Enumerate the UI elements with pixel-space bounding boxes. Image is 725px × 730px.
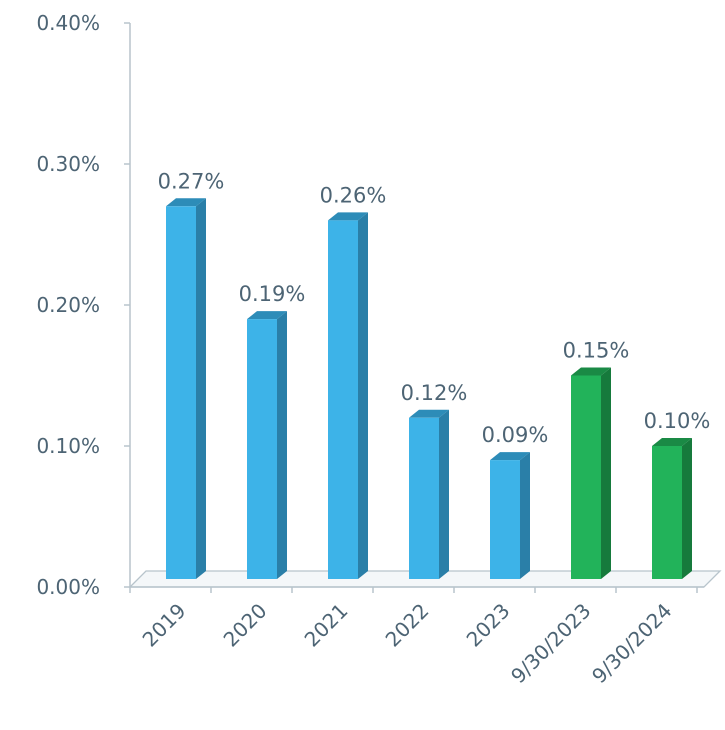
bar xyxy=(328,220,358,579)
bar xyxy=(409,417,439,579)
data-label: 0.12% xyxy=(401,381,468,405)
x-category-label: 2023 xyxy=(462,599,515,652)
bar-top xyxy=(328,212,368,221)
bar-side xyxy=(682,438,692,579)
bar xyxy=(571,375,601,579)
x-category-label: 2019 xyxy=(138,599,191,652)
bar xyxy=(652,446,682,579)
data-label: 0.10% xyxy=(644,409,711,433)
bar xyxy=(247,319,277,579)
bar-top xyxy=(490,452,530,461)
bar xyxy=(490,460,520,579)
y-tick-label: 0.30% xyxy=(36,152,100,176)
data-label: 0.15% xyxy=(563,339,630,363)
bar-top xyxy=(247,311,287,320)
data-label: 0.09% xyxy=(482,423,549,447)
bar xyxy=(166,206,196,580)
bar-side xyxy=(277,311,287,579)
bar-top xyxy=(409,409,449,418)
x-category-label: 9/30/2024 xyxy=(587,599,676,688)
bar-side xyxy=(196,198,206,580)
x-category-label: 2022 xyxy=(381,599,434,652)
x-category-label: 9/30/2023 xyxy=(506,599,595,688)
y-tick-label: 0.20% xyxy=(36,293,100,317)
data-label: 0.27% xyxy=(158,169,225,193)
bar-side xyxy=(439,409,449,579)
bar-top xyxy=(166,198,206,207)
x-category-label: 2021 xyxy=(300,599,353,652)
data-label: 0.19% xyxy=(239,282,306,306)
bar-side xyxy=(358,212,368,579)
bar-side xyxy=(520,452,530,579)
y-tick-label: 0.00% xyxy=(36,575,100,599)
x-category-label: 2020 xyxy=(219,599,272,652)
bar-top xyxy=(652,438,692,446)
bar-side xyxy=(601,367,611,579)
bar-top xyxy=(571,367,611,376)
data-label: 0.26% xyxy=(320,183,387,207)
y-tick-label: 0.10% xyxy=(36,434,100,458)
y-tick-label: 0.40% xyxy=(36,11,100,35)
